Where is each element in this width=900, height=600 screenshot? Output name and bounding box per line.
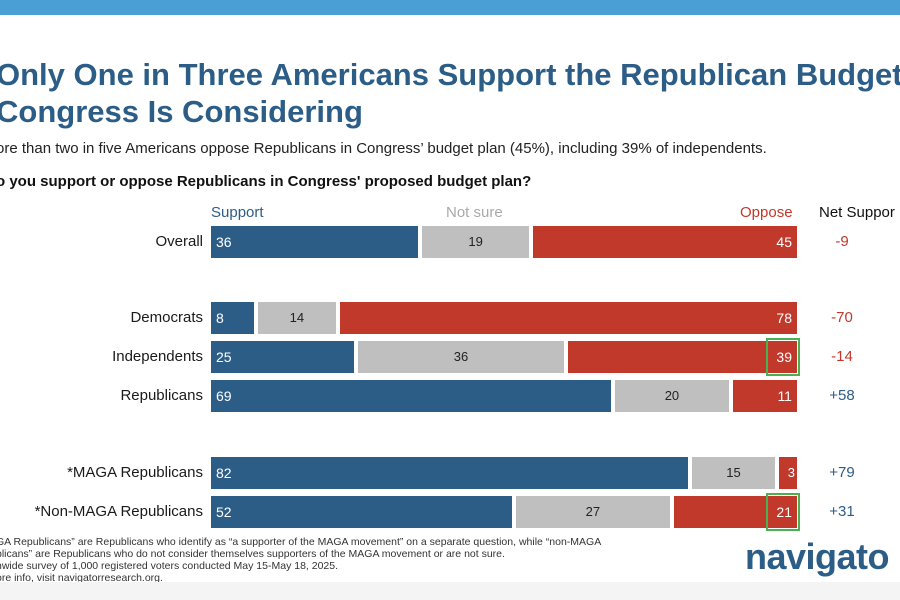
top-accent-bar	[0, 0, 900, 15]
bar-support: 82	[211, 457, 688, 489]
bar-label-support: 8	[216, 310, 224, 326]
bar-support: 69	[211, 380, 612, 412]
highlight-box	[766, 493, 800, 531]
bar-label-support: 82	[216, 465, 232, 481]
chart-subtitle: ore than two in five Americans oppose Re…	[0, 140, 767, 157]
footnote-line: GA Republicans” are Republicans who iden…	[0, 536, 602, 548]
footnotes: GA Republicans” are Republicans who iden…	[0, 536, 616, 584]
bar-support: 52	[211, 496, 512, 528]
net-support-value: +58	[829, 387, 855, 404]
bar-support: 25	[211, 341, 354, 373]
bar-label-support: 25	[216, 349, 232, 365]
bar-oppose: 45	[533, 226, 797, 258]
net-support-value: -14	[831, 348, 853, 365]
bar-label-not-sure: 14	[289, 310, 305, 325]
category-label: Republicans	[120, 387, 203, 404]
category-label: *MAGA Republicans	[67, 464, 203, 481]
bar-label-not-sure: 19	[468, 234, 483, 249]
bottom-bar	[0, 582, 900, 600]
header-net-support: Net Suppor	[819, 204, 895, 221]
bar-label-oppose: 3	[787, 465, 795, 480]
bar-oppose: 39	[568, 341, 797, 373]
bar-oppose: 78	[339, 302, 797, 334]
bar-oppose: 21	[673, 496, 797, 528]
bar-label-support: 52	[216, 504, 232, 520]
highlight-box	[766, 338, 800, 376]
bar-label-not-sure: 15	[726, 465, 741, 480]
header-oppose: Oppose	[740, 204, 793, 221]
footnote-line: nwide survey of 1,000 registered voters …	[0, 560, 339, 572]
bar-not-sure: 27	[515, 496, 670, 528]
bar-label-oppose: 78	[776, 310, 792, 326]
bar-label-oppose: 45	[776, 234, 792, 250]
footnote-line: blicans” are Republicans who do not cons…	[0, 548, 505, 560]
header-not-sure: Not sure	[446, 204, 503, 221]
bar-label-not-sure: 36	[453, 349, 469, 364]
footnote-line: ore info, visit navigatorresearch.org.	[0, 572, 163, 584]
survey-question: o you support or oppose Republicans in C…	[0, 173, 532, 190]
bar-not-sure: 36	[357, 341, 565, 373]
bar-not-sure: 20	[615, 380, 729, 412]
bar-label-oppose: 11	[777, 388, 792, 404]
category-label: Overall	[155, 233, 203, 250]
header-support: Support	[211, 204, 264, 221]
bar-label-oppose: 39	[776, 349, 792, 365]
bar-support: 36	[211, 226, 418, 258]
bar-label-not-sure: 20	[664, 388, 680, 403]
category-label: *Non-MAGA Republicans	[34, 503, 203, 520]
category-label: Democrats	[130, 309, 203, 326]
net-support-value: -70	[831, 309, 853, 326]
bar-not-sure: 14	[257, 302, 336, 334]
bar-oppose: 11	[732, 380, 797, 412]
bar-oppose: 3	[779, 457, 797, 489]
net-support-value: +79	[829, 464, 855, 481]
bar-not-sure: 15	[691, 457, 776, 489]
net-support-value: -9	[835, 233, 849, 250]
bar-not-sure: 19	[421, 226, 530, 258]
chart-title: Only One in Three Americans Support the …	[0, 57, 900, 129]
category-label: Independents	[112, 348, 203, 365]
bar-label-support: 36	[216, 234, 232, 250]
net-support-value: +31	[829, 503, 855, 520]
bar-label-oppose: 21	[776, 504, 792, 520]
bar-label-not-sure: 27	[585, 504, 601, 519]
navigator-logo: navigato	[745, 536, 890, 577]
bar-label-support: 69	[216, 388, 232, 404]
bar-support: 8	[211, 302, 254, 334]
